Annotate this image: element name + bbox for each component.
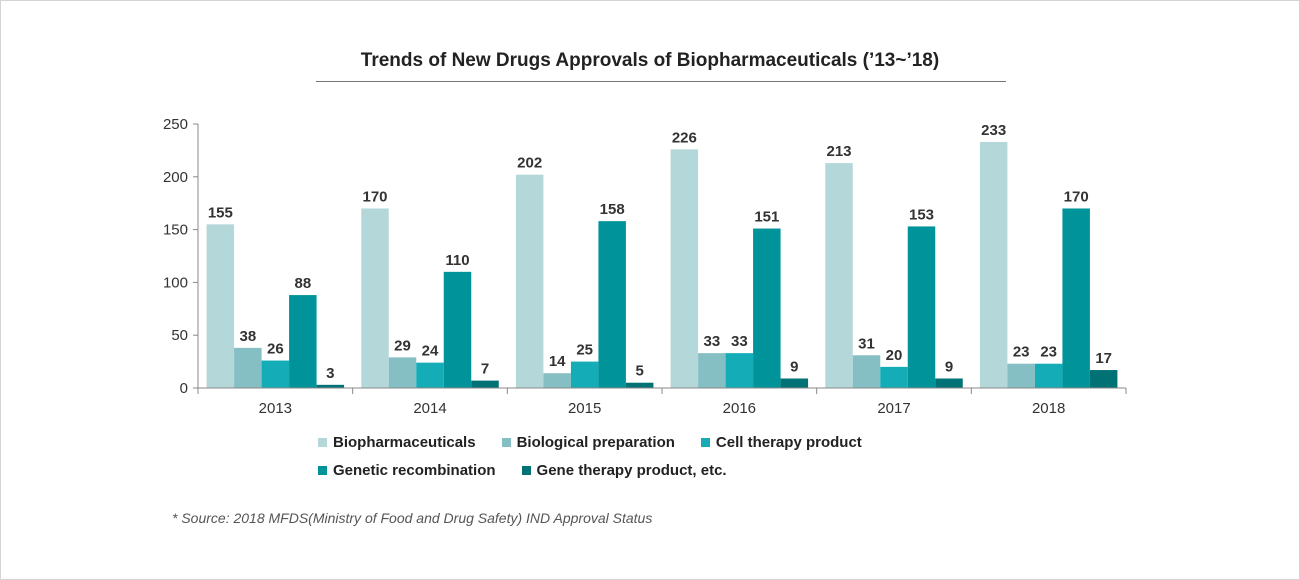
source-note: * Source: 2018 MFDS(Ministry of Food and… [172,510,653,526]
data-label: 26 [267,341,284,358]
bar [880,366,908,388]
x-tick-label: 2018 [1032,400,1065,417]
legend-swatch [700,437,710,447]
data-label: 33 [731,333,748,350]
data-label: 233 [981,122,1006,139]
data-label: 25 [576,342,593,359]
legend-row-2: Genetic recombination Gene therapy produ… [318,456,1018,484]
legend-swatch [521,465,531,475]
bar [598,221,626,388]
bar [1007,363,1035,388]
legend-swatch [501,437,511,447]
bar [543,373,571,388]
data-label: 7 [481,361,489,378]
bar [316,384,345,388]
data-label: 17 [1095,350,1112,367]
bar [289,295,317,388]
x-tick-label: 2013 [259,400,292,417]
legend-item-cell-therapy-product: Cell therapy product [700,433,862,451]
bar [261,360,290,388]
data-label: 38 [239,328,256,345]
bar [979,141,1008,388]
bar [443,271,472,388]
y-tick-label: 250 [163,116,188,133]
bar [1062,208,1090,388]
y-tick-label: 50 [171,327,188,344]
legend-label: Cell therapy product [715,433,862,451]
bar [570,361,599,388]
bar [725,353,754,388]
bar [825,163,853,388]
legend-swatch [318,437,327,447]
data-label: 226 [672,129,697,146]
data-label: 23 [1040,344,1057,361]
bar [670,149,699,388]
title-underline [316,81,1006,82]
data-label: 33 [703,333,720,350]
legend-label: Biopharmaceuticals [333,433,476,451]
data-label: 23 [1013,344,1030,361]
data-label: 29 [394,337,411,354]
bar [388,357,417,388]
bar [515,174,544,388]
data-label: 9 [790,358,798,375]
data-label: 24 [422,343,439,360]
legend-swatch [318,465,327,475]
legend-row-1: Biopharmaceuticals Biological preparatio… [318,428,1018,456]
data-label: 158 [600,201,625,218]
bar [852,355,881,388]
bar [1034,363,1063,388]
data-label: 3 [326,365,334,382]
bar [698,353,726,388]
y-tick-label: 200 [163,169,188,186]
bar [780,378,809,388]
data-label: 153 [909,206,934,223]
data-label: 9 [945,358,953,375]
bar [416,362,444,388]
data-label: 20 [886,347,903,364]
data-label: 151 [754,209,779,226]
legend-item-biological-preparation: Biological preparation [501,433,675,451]
x-tick-label: 2016 [723,400,756,417]
bar [361,208,389,388]
data-label: 88 [294,275,311,292]
y-tick-label: 150 [163,222,188,239]
data-label: 170 [362,188,387,205]
chart-title: Trends of New Drugs Approvals of Biophar… [360,50,940,71]
x-tick-label: 2015 [568,400,601,417]
bar [907,226,936,388]
bar [935,378,963,388]
bar [1089,370,1118,388]
bar [471,380,499,388]
legend-label: Biological preparation [516,433,675,451]
y-tick-label: 0 [180,380,188,397]
bar [753,228,781,388]
data-label: 31 [858,335,875,352]
data-label: 170 [1064,188,1089,205]
x-tick-label: 2014 [413,400,446,417]
data-label: 155 [208,204,233,221]
data-label: 110 [445,252,469,269]
x-tick-label: 2017 [877,400,910,417]
bar [625,382,654,388]
legend-item-genetic-recombination: Genetic recombination [318,462,496,479]
bar [234,347,262,388]
y-tick-label: 100 [163,274,188,291]
legend: Biopharmaceuticals Biological preparatio… [318,428,1018,484]
bar [206,224,235,388]
legend-item-gene-therapy-product: Gene therapy product, etc. [521,461,727,479]
data-label: 5 [635,363,643,380]
data-label: 202 [517,155,542,172]
legend-label: Genetic recombination [333,461,496,479]
data-label: 14 [549,353,566,370]
data-label: 213 [826,143,851,160]
legend-item-biopharmaceuticals: Biopharmaceuticals [318,434,476,451]
legend-label: Gene therapy product, etc. [536,461,727,479]
